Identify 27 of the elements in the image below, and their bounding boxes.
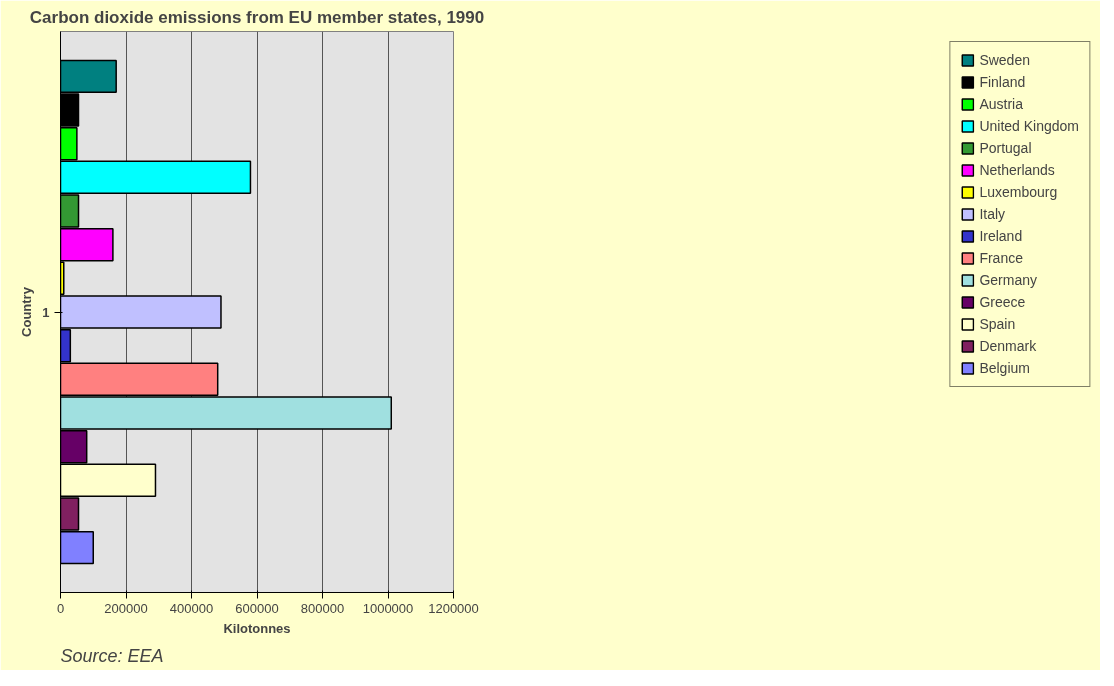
legend-label: Denmark <box>979 338 1037 354</box>
legend-label: Belgium <box>979 360 1030 376</box>
legend-label: Ireland <box>979 228 1023 244</box>
source-note: Source: EEA <box>60 645 164 666</box>
legend-label: Spain <box>979 316 1016 332</box>
x-axis-title: Kilotonnes <box>223 620 291 636</box>
x-tick-label: 1000000 <box>362 600 414 616</box>
legend-label: Austria <box>979 96 1023 112</box>
y-tick-label: 1 <box>42 304 50 320</box>
legend-label: Finland <box>979 74 1026 90</box>
legend-label: Portugal <box>979 140 1032 156</box>
legend-label: Italy <box>979 206 1006 222</box>
x-tick-label: 600000 <box>235 600 279 616</box>
legend-label: France <box>979 250 1023 266</box>
legend-label: Greece <box>979 294 1026 310</box>
x-tick-label: 200000 <box>104 600 148 616</box>
x-tick-label: 0 <box>56 600 65 616</box>
y-axis-title: Country <box>19 286 35 337</box>
legend-label: Germany <box>979 272 1037 288</box>
x-tick-label: 1200000 <box>428 600 479 616</box>
legend-label: United Kingdom <box>979 118 1079 134</box>
x-tick-label: 400000 <box>169 600 214 616</box>
legend-label: Netherlands <box>979 162 1055 178</box>
legend-label: Sweden <box>979 52 1030 68</box>
legend-label: Luxembourg <box>979 184 1058 200</box>
chart-title: Carbon dioxide emissions from EU member states, 1990 <box>29 7 485 27</box>
x-tick-label: 800000 <box>300 600 345 616</box>
